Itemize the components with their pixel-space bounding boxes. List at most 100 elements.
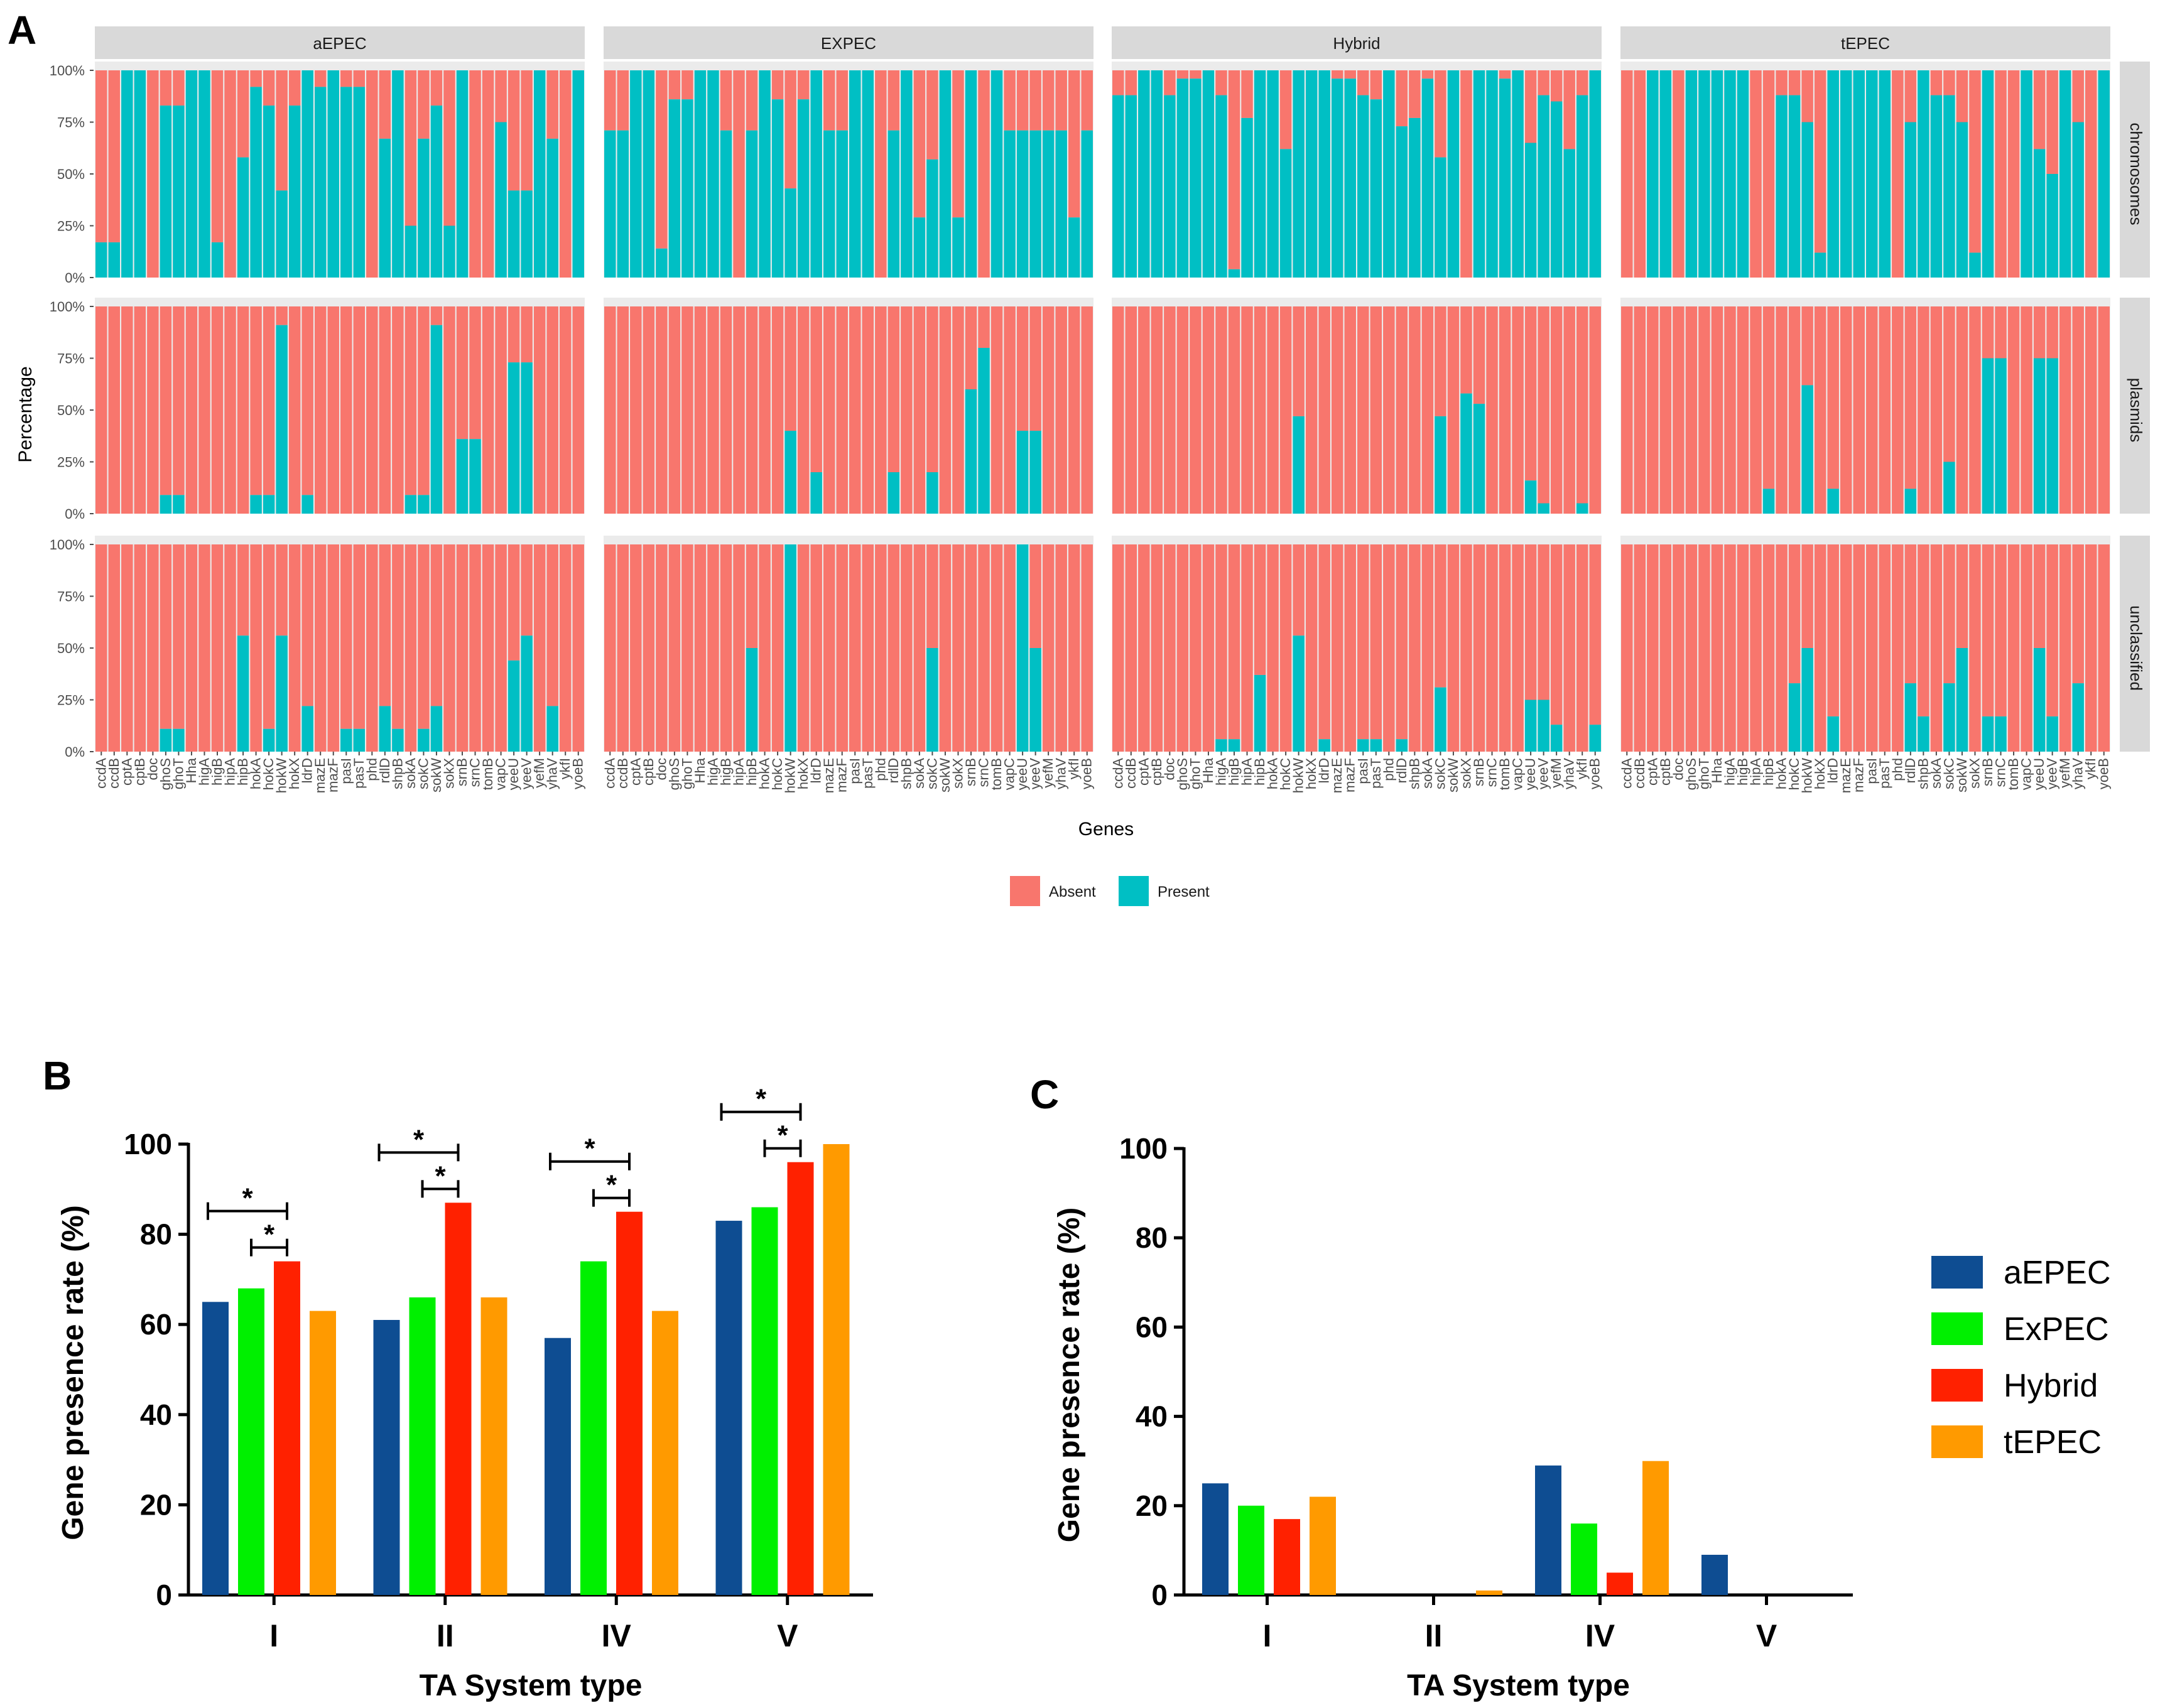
bar-absent-ghoS <box>1176 70 1189 79</box>
bar-absent-shpB <box>392 306 404 514</box>
bar-present-hipB <box>1254 674 1266 752</box>
bar-present-pasT <box>1879 70 1891 278</box>
bar-present-yeeV <box>1029 431 1041 514</box>
bar-absent-ldrD <box>1318 544 1330 740</box>
bar-present-yeeV <box>1538 503 1549 514</box>
gene-tick-label: pasI <box>847 758 862 784</box>
bar-absent-hokA <box>1776 544 1788 752</box>
bar-absent-doc <box>1164 306 1176 514</box>
category-label: I <box>1263 1618 1272 1653</box>
bar-absent-tomB <box>1499 306 1511 514</box>
bar-absent-yhaV <box>546 306 558 514</box>
bar-present-sokC <box>1435 157 1446 278</box>
bar-present-pasI <box>340 728 352 752</box>
bar-absent-vapC <box>1512 306 1524 514</box>
gene-tick-label: hokC <box>261 758 276 790</box>
bar-absent-ghoS <box>160 70 172 106</box>
bar-absent-sokX <box>1969 544 1981 752</box>
bar-absent-pasT <box>1879 544 1891 752</box>
gene-tick-label: doc <box>1161 758 1177 780</box>
bar-absent-cptA <box>630 544 642 752</box>
bar-present-Hha <box>185 70 198 278</box>
bar-absent-higB <box>211 70 224 242</box>
bar-absent-rdlD <box>1904 70 1917 122</box>
gene-tick-label: ccdB <box>106 758 122 789</box>
bar-absent-sokC <box>926 306 938 472</box>
y-tick-label: 0 <box>1151 1579 1168 1611</box>
bar-present-srnB <box>1982 70 1994 278</box>
bar-present-hokA <box>250 87 262 278</box>
gene-tick-label: ykfI <box>557 758 573 779</box>
gene-tick-label: yhaV <box>545 758 560 789</box>
bar-absent-sokA <box>913 306 926 514</box>
gene-tick-label: hipB <box>1761 758 1776 786</box>
bar-absent-pasT <box>1370 70 1382 100</box>
bar-absent-ykfI <box>1576 306 1588 504</box>
bar-absent-phd <box>1383 544 1395 752</box>
bar-absent-ldrD <box>301 544 313 706</box>
gene-tick-label: srnC <box>467 758 483 787</box>
bar-present-ghoS <box>1176 78 1189 278</box>
bar-present-rdlD <box>1904 489 1917 514</box>
bar-present-hokW <box>276 635 288 752</box>
bar-present-yeeV <box>1538 700 1549 752</box>
bar-present-yeeU <box>1524 700 1537 752</box>
bar-absent-ccdA <box>1112 70 1124 95</box>
bar-absent-hipB <box>1762 544 1775 752</box>
x-axis-title: TA System type <box>1407 1669 1630 1702</box>
bar-present-yhaV <box>2072 683 2084 752</box>
bar-absent-hokA <box>1267 306 1279 514</box>
bar-present-sokW <box>939 70 952 278</box>
bar-absent-sokA <box>404 544 417 752</box>
bar-present-sokC <box>418 495 430 514</box>
bar-present-hokW <box>784 544 796 752</box>
bar-absent-higB <box>211 306 224 514</box>
gene-tick-label: yefM <box>1040 758 1056 788</box>
bar-absent-hokC <box>1788 306 1801 514</box>
y-tick-label: 0 <box>156 1579 172 1611</box>
bar-absent-ccdA <box>1112 306 1124 514</box>
gene-tick-label: sokX <box>950 758 965 789</box>
bar-present-hokW <box>1293 70 1305 278</box>
bar-present-higA <box>1215 739 1227 752</box>
gene-tick-label: yeeU <box>1014 758 1030 790</box>
y-tick-label: 100% <box>50 299 85 315</box>
bar-absent-doc <box>656 544 668 752</box>
significance-star: * <box>606 1170 617 1201</box>
bar-absent-cptA <box>1647 544 1659 752</box>
bar-absent-ykfI <box>2085 306 2097 514</box>
gene-tick-label: ghoT <box>1696 758 1712 789</box>
bar-present-yhaV <box>546 138 558 278</box>
y-tick-label: 80 <box>1136 1221 1168 1254</box>
gene-tick-label: yhaV <box>1561 758 1577 789</box>
bar-absent-sokC <box>1435 306 1446 416</box>
gene-tick-label: higA <box>1722 758 1737 786</box>
bar-absent-yefM <box>1550 70 1563 102</box>
gene-tick-label: yeeV <box>1536 758 1551 789</box>
legend-label-aepec: aEPEC <box>2004 1255 2111 1291</box>
bar-present-mazF <box>1853 70 1865 278</box>
bar-tepec-II <box>480 1297 507 1595</box>
bar-present-ldrD <box>810 472 822 514</box>
gene-tick-label: mazF <box>834 758 850 792</box>
bar-absent-ykfI <box>559 544 572 752</box>
bar-present-srnC <box>1995 716 2007 752</box>
gene-tick-label: yhaV <box>2070 758 2086 789</box>
bar-absent-cptB <box>643 306 655 514</box>
bar-present-sokX <box>443 225 455 278</box>
bar-absent-mazF <box>1853 306 1865 514</box>
bar-absent-tomB <box>2007 544 2020 752</box>
facet-strip-label: tEPEC <box>1841 34 1890 53</box>
gene-tick-label: vapC <box>493 758 509 790</box>
bar-absent-pasI <box>340 70 352 87</box>
bar-absent-hokA <box>250 306 262 495</box>
gene-tick-label: hipA <box>1239 758 1255 786</box>
gene-tick-label: sokC <box>1941 758 1956 789</box>
bar-absent-ccdA <box>604 306 616 514</box>
bar-absent-hipB <box>1762 70 1775 278</box>
bar-absent-ldrD <box>1318 306 1330 514</box>
bar-absent-yeeV <box>1538 306 1549 504</box>
bar-absent-ykfI <box>2085 544 2097 752</box>
bar-absent-ccdB <box>1125 70 1137 95</box>
